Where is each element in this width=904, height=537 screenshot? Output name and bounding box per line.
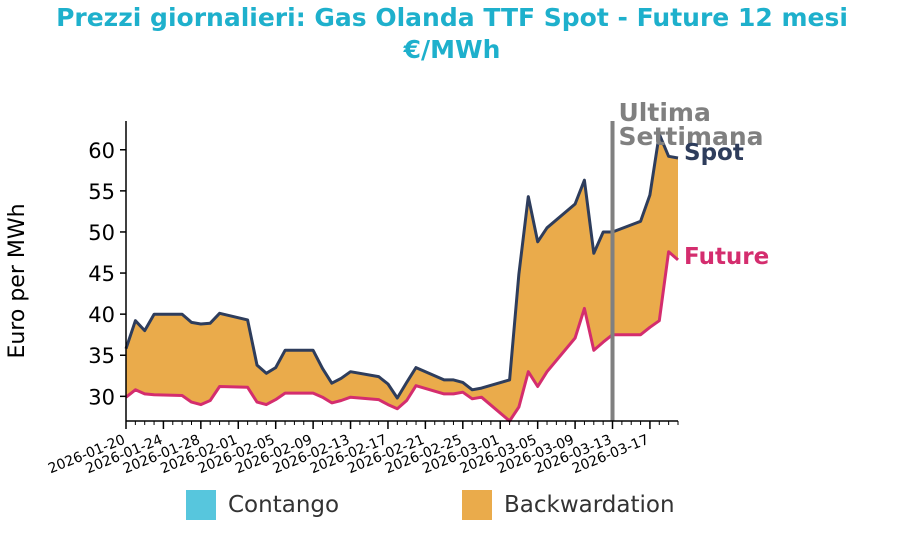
series-labels-group: Spot Future (684, 140, 769, 270)
y-tick-label: 40 (88, 303, 115, 327)
y-tick-label: 50 (88, 221, 115, 245)
legend-swatch-backwardation (462, 490, 492, 520)
y-tick-label: 60 (88, 139, 115, 163)
legend-item-contango[interactable]: Contango (186, 490, 339, 520)
y-tick-label: 55 (88, 180, 115, 204)
future-line (125, 250, 679, 423)
chart-title: Prezzi giornalieri: Gas Olanda TTF Spot … (0, 2, 904, 66)
last-week-label-line-1: Ultima (619, 98, 711, 127)
legend-label-backwardation: Backwardation (504, 492, 675, 518)
y-tick-label: 30 (88, 385, 115, 409)
y-tick-label: 45 (88, 262, 115, 286)
chart-title-line-1: Prezzi giornalieri: Gas Olanda TTF Spot … (56, 3, 848, 32)
legend-label-contango: Contango (228, 492, 340, 518)
backwardation-area-group (126, 134, 678, 421)
legend: Contango Backwardation (0, 490, 904, 530)
y-axis-label: Euro per MWh (5, 203, 30, 358)
backwardation-area (126, 134, 678, 421)
legend-swatch-contango (186, 490, 216, 520)
series-lines-group (124, 132, 679, 423)
future-series-label: Future (684, 244, 769, 270)
legend-item-backwardation[interactable]: Backwardation (462, 490, 675, 520)
y-tick-label: 35 (88, 344, 115, 368)
spot-line (124, 132, 679, 400)
last-week-label-line-2: Settimana (619, 122, 764, 151)
chart-title-line-2: €/MWh (403, 35, 501, 64)
spot-series-label: Spot (684, 140, 744, 166)
